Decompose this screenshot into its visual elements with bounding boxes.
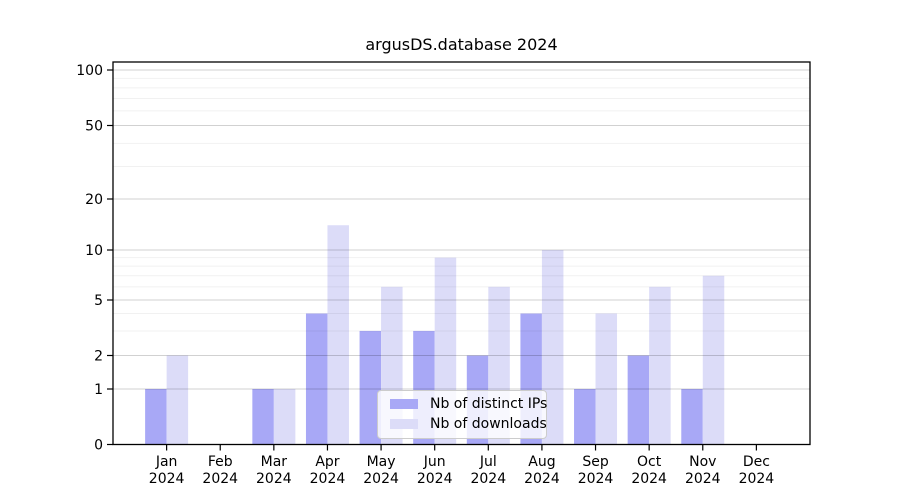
legend: Nb of distinct IPs Nb of downloads: [377, 390, 547, 439]
axes-spines: [112, 61, 811, 446]
bar-downloads-oct: [649, 286, 671, 445]
legend-swatch-downloads: [390, 419, 418, 429]
bar-downloads-nov: [702, 275, 725, 445]
x-tick-label-year: 2024: [417, 471, 453, 487]
bar-distinct-ips-jan: [145, 389, 167, 445]
x-tick-label-month: Dec: [743, 454, 770, 470]
legend-label-distinct-ips: Nb of distinct IPs: [430, 396, 548, 412]
x-tick-label-month: Oct: [637, 454, 662, 470]
x-tick-label-year: 2024: [631, 471, 667, 487]
bar-distinct-ips-oct: [627, 355, 650, 445]
bar-downloads-sep: [595, 313, 618, 445]
x-tick-label-month: Aug: [528, 454, 555, 470]
bar-distinct-ips-may: [359, 330, 382, 445]
x-tick-label-month: May: [367, 454, 396, 470]
x-tick-label-year: 2024: [256, 471, 292, 487]
chart-title: argusDS.database 2024: [365, 35, 558, 54]
y-tick-label: 2: [94, 349, 103, 365]
x-tick-label-month: Nov: [689, 454, 716, 470]
y-tick-label: 50: [85, 119, 103, 135]
x-tick-label-month: Jul: [479, 454, 497, 470]
bar-distinct-ips-sep: [574, 389, 596, 445]
legend-row-distinct-ips: Nb of distinct IPs: [384, 396, 547, 412]
y-tick-label: 20: [85, 192, 103, 208]
x-tick-label-year: 2024: [310, 471, 346, 487]
bar-downloads-aug: [541, 250, 564, 445]
x-tick-label-year: 2024: [739, 471, 775, 487]
x-tick-label-month: Sep: [582, 454, 609, 470]
y-tick-label: 0: [94, 438, 103, 454]
x-tick-label-year: 2024: [578, 471, 614, 487]
bar-distinct-ips-mar: [252, 389, 274, 445]
bar-distinct-ips-nov: [681, 389, 703, 445]
x-tick-label-month: Jan: [155, 454, 178, 470]
x-tick-label-month: Feb: [208, 454, 233, 470]
x-tick-label-month: Jun: [423, 454, 446, 470]
x-tick-label-year: 2024: [524, 471, 560, 487]
legend-swatch-distinct-ips: [390, 399, 418, 409]
x-tick-label-year: 2024: [363, 471, 399, 487]
x-tick-label-year: 2024: [202, 471, 238, 487]
x-tick-label-year: 2024: [149, 471, 185, 487]
y-tick-label: 100: [76, 63, 103, 79]
y-tick-label: 10: [85, 243, 103, 259]
x-tick-label-month: Apr: [315, 454, 339, 470]
y-tick-label: 5: [94, 293, 103, 309]
legend-row-downloads: Nb of downloads: [384, 416, 547, 432]
bar-downloads-jan: [166, 355, 189, 445]
y-tick-label: 1: [94, 382, 103, 398]
legend-label-downloads: Nb of downloads: [430, 416, 547, 432]
bar-distinct-ips-apr: [305, 313, 328, 445]
x-tick-label-month: Mar: [261, 454, 288, 470]
x-tick-label-year: 2024: [685, 471, 721, 487]
bar-downloads-apr: [327, 225, 349, 445]
x-tick-label-year: 2024: [470, 471, 506, 487]
bar-downloads-mar: [273, 389, 296, 445]
